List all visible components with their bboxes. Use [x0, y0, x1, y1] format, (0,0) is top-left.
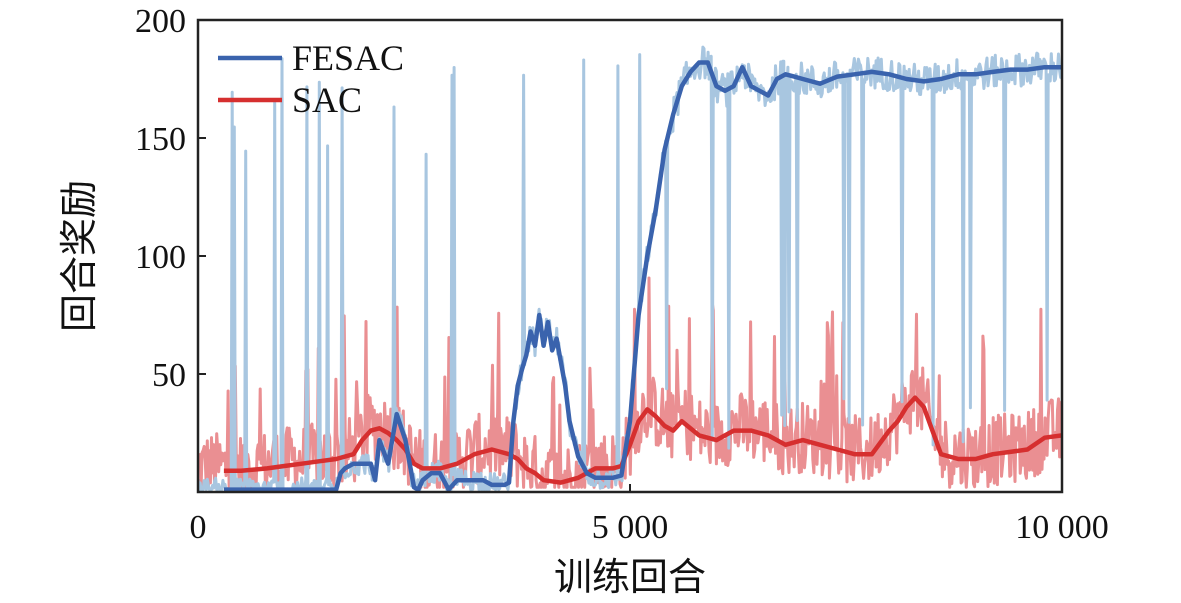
series-line-fesac — [223, 60, 1062, 492]
ticks-layer: 0 5 000 10 000 50 100 150 200 — [135, 3, 1109, 546]
legend-label: SAC — [292, 80, 362, 120]
legend-label: FESAC — [292, 38, 404, 78]
x-tick-label: 0 — [190, 509, 207, 546]
x-tick-label: 10 000 — [1015, 509, 1109, 546]
series-line-sac — [223, 395, 1062, 485]
series-layer — [223, 60, 1062, 492]
legend-item-sac: SAC — [218, 80, 362, 120]
x-tick-label: 5 000 — [592, 509, 669, 546]
y-tick-label: 50 — [152, 357, 186, 394]
x-axis-title: 训练回合 — [554, 557, 706, 599]
y-tick-label: 150 — [135, 121, 186, 158]
y-tick-label: 100 — [135, 239, 186, 276]
y-axis-title: 回合奖励 — [59, 180, 101, 332]
legend-item-fesac: FESAC — [218, 38, 404, 78]
y-tick-label: 200 — [135, 3, 186, 40]
